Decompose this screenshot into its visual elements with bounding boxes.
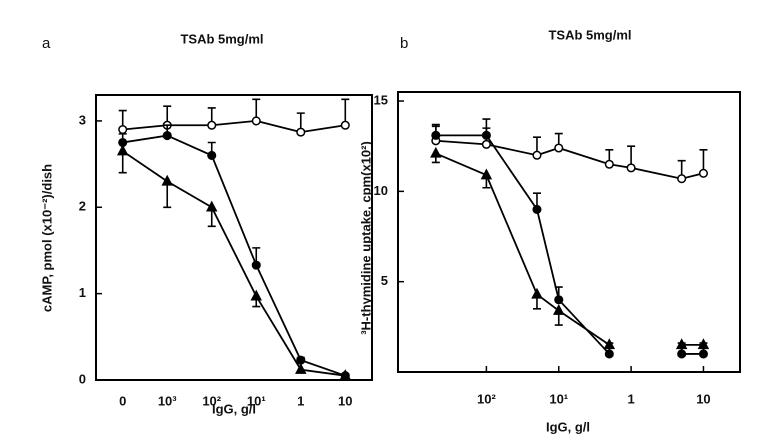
marker-filled-circle <box>532 204 542 214</box>
plot-frame <box>95 94 373 381</box>
marker-open-circle <box>296 127 306 137</box>
x-tick-label: 1 <box>627 391 634 406</box>
x-tick-label: 0 <box>119 393 126 408</box>
marker-open-circle <box>340 120 350 130</box>
series-line <box>435 152 704 346</box>
series-line <box>122 150 346 377</box>
marker-open-circle <box>532 150 542 160</box>
marker-open-circle <box>626 163 636 173</box>
plot-frame <box>397 91 741 373</box>
y-tick-label: 0 <box>79 371 86 386</box>
series-line <box>435 139 704 180</box>
x-tick-label: 10¹ <box>549 391 568 406</box>
marker-open-circle <box>677 174 687 184</box>
y-tick-label: 5 <box>381 273 388 288</box>
marker-triangle <box>116 144 129 156</box>
panel-label: b <box>400 35 408 52</box>
x-tick-label: 10 <box>696 391 710 406</box>
marker-filled-circle <box>251 260 261 270</box>
marker-triangle <box>675 338 688 350</box>
marker-filled-circle <box>296 355 306 365</box>
marker-triangle <box>480 168 493 180</box>
x-axis-label: IgG, g/l <box>546 419 590 434</box>
series-line <box>122 134 346 377</box>
x-tick-label: 10¹ <box>247 393 266 408</box>
marker-triangle <box>205 200 218 212</box>
marker-open-circle <box>251 116 261 126</box>
y-tick-label: 15 <box>374 92 388 107</box>
marker-filled-circle <box>162 131 172 141</box>
y-axis-label: cAMP, pmol (x10⁻²)/dish <box>39 164 54 312</box>
marker-triangle <box>339 369 352 380</box>
marker-filled-circle <box>431 130 441 140</box>
y-tick-label: 10 <box>374 183 388 198</box>
error-bar <box>163 181 172 209</box>
marker-triangle <box>553 303 565 315</box>
series-line <box>122 119 346 134</box>
marker-open-circle <box>481 139 491 149</box>
x-tick-label: 1 <box>297 393 304 408</box>
marker-triangle <box>430 146 442 158</box>
chart-title: TSAb 5mg/ml <box>180 31 263 46</box>
chart-title: TSAb 5mg/ml <box>548 27 631 42</box>
y-tick-label: 3 <box>79 112 86 127</box>
x-tick-label: 10² <box>202 393 221 408</box>
marker-open-circle <box>554 143 564 153</box>
marker-filled-circle <box>481 130 491 140</box>
marker-filled-circle <box>207 150 217 161</box>
marker-triangle <box>250 289 263 301</box>
series-line <box>435 134 704 355</box>
marker-open-circle <box>604 159 614 169</box>
y-tick-label: 1 <box>79 285 86 300</box>
marker-triangle <box>161 174 173 186</box>
y-axis-label: ³H-thymidine uptake, cpm(x10²) <box>358 141 373 335</box>
marker-open-circle <box>207 120 217 130</box>
marker-triangle <box>697 338 710 350</box>
marker-open-circle <box>698 168 709 178</box>
marker-filled-circle <box>554 295 564 305</box>
x-tick-label: 10³ <box>158 393 177 408</box>
y-tick-label: 2 <box>79 199 86 214</box>
marker-triangle <box>295 363 307 374</box>
x-tick-label: 10² <box>477 391 496 406</box>
marker-triangle <box>531 287 543 299</box>
x-tick-label: 10 <box>338 393 352 408</box>
marker-open-circle <box>118 124 128 135</box>
panel-label: a <box>42 35 51 52</box>
marker-triangle <box>603 338 616 350</box>
x-axis-label: IgG, g/l <box>212 401 256 416</box>
